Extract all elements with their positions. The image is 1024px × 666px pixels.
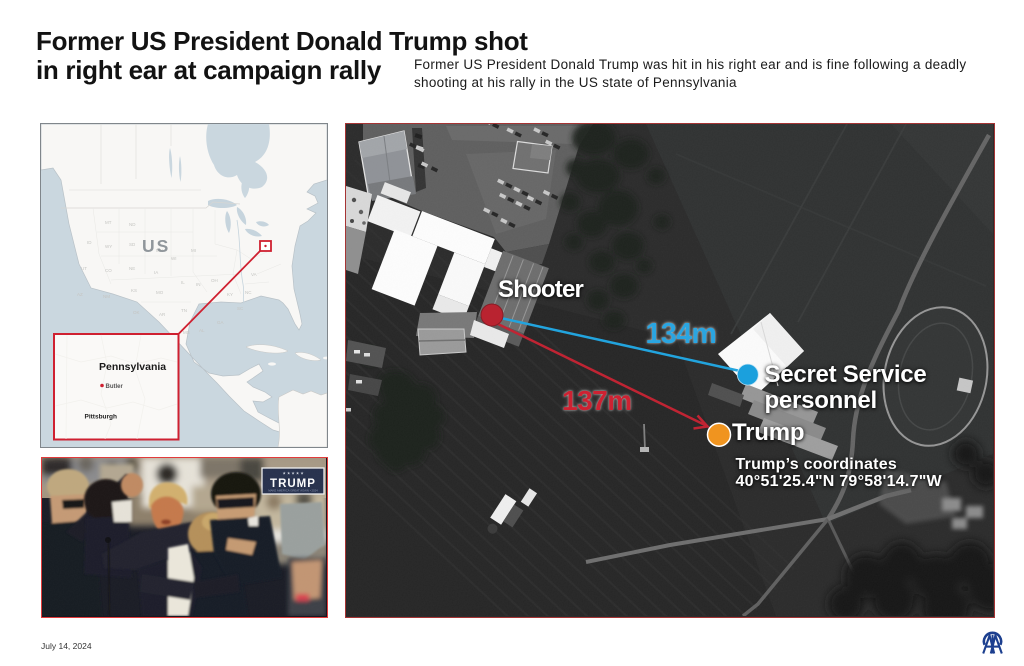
svg-text:Pittsburgh: Pittsburgh [85,414,118,421]
svg-text:WI: WI [171,256,177,261]
svg-text:NC: NC [245,290,252,295]
svg-text:ID: ID [87,240,92,245]
svg-text:SC: SC [237,306,244,311]
svg-text:AL: AL [199,328,205,333]
svg-text:CO: CO [105,268,112,273]
svg-text:MN: MN [156,248,163,253]
svg-text:MT: MT [105,220,112,225]
svg-text:US: US [142,236,170,256]
svg-text:UT: UT [81,266,87,271]
svg-text:OH: OH [211,278,218,283]
svg-text:KS: KS [131,288,137,293]
svg-text:NM: NM [103,294,110,299]
svg-text:MO: MO [156,290,164,295]
svg-text:VA: VA [251,272,257,277]
svg-text:AZ: AZ [77,292,83,297]
svg-text:OK: OK [133,310,140,315]
svg-text:NE: NE [129,266,135,271]
svg-text:SD: SD [129,242,136,247]
svg-text:WY: WY [105,244,112,249]
svg-text:Pennsylvania: Pennsylvania [99,361,166,373]
svg-text:ND: ND [129,222,136,227]
svg-text:MS: MS [183,330,190,335]
svg-text:IL: IL [181,280,185,285]
svg-text:KY: KY [227,292,233,297]
svg-text:TN: TN [181,308,187,313]
svg-text:Butler: Butler [106,384,124,390]
svg-text:AR: AR [159,312,166,317]
svg-text:GA: GA [217,320,224,325]
svg-text:IN: IN [196,282,201,287]
svg-text:MI: MI [191,248,196,253]
svg-text:IA: IA [154,270,158,275]
